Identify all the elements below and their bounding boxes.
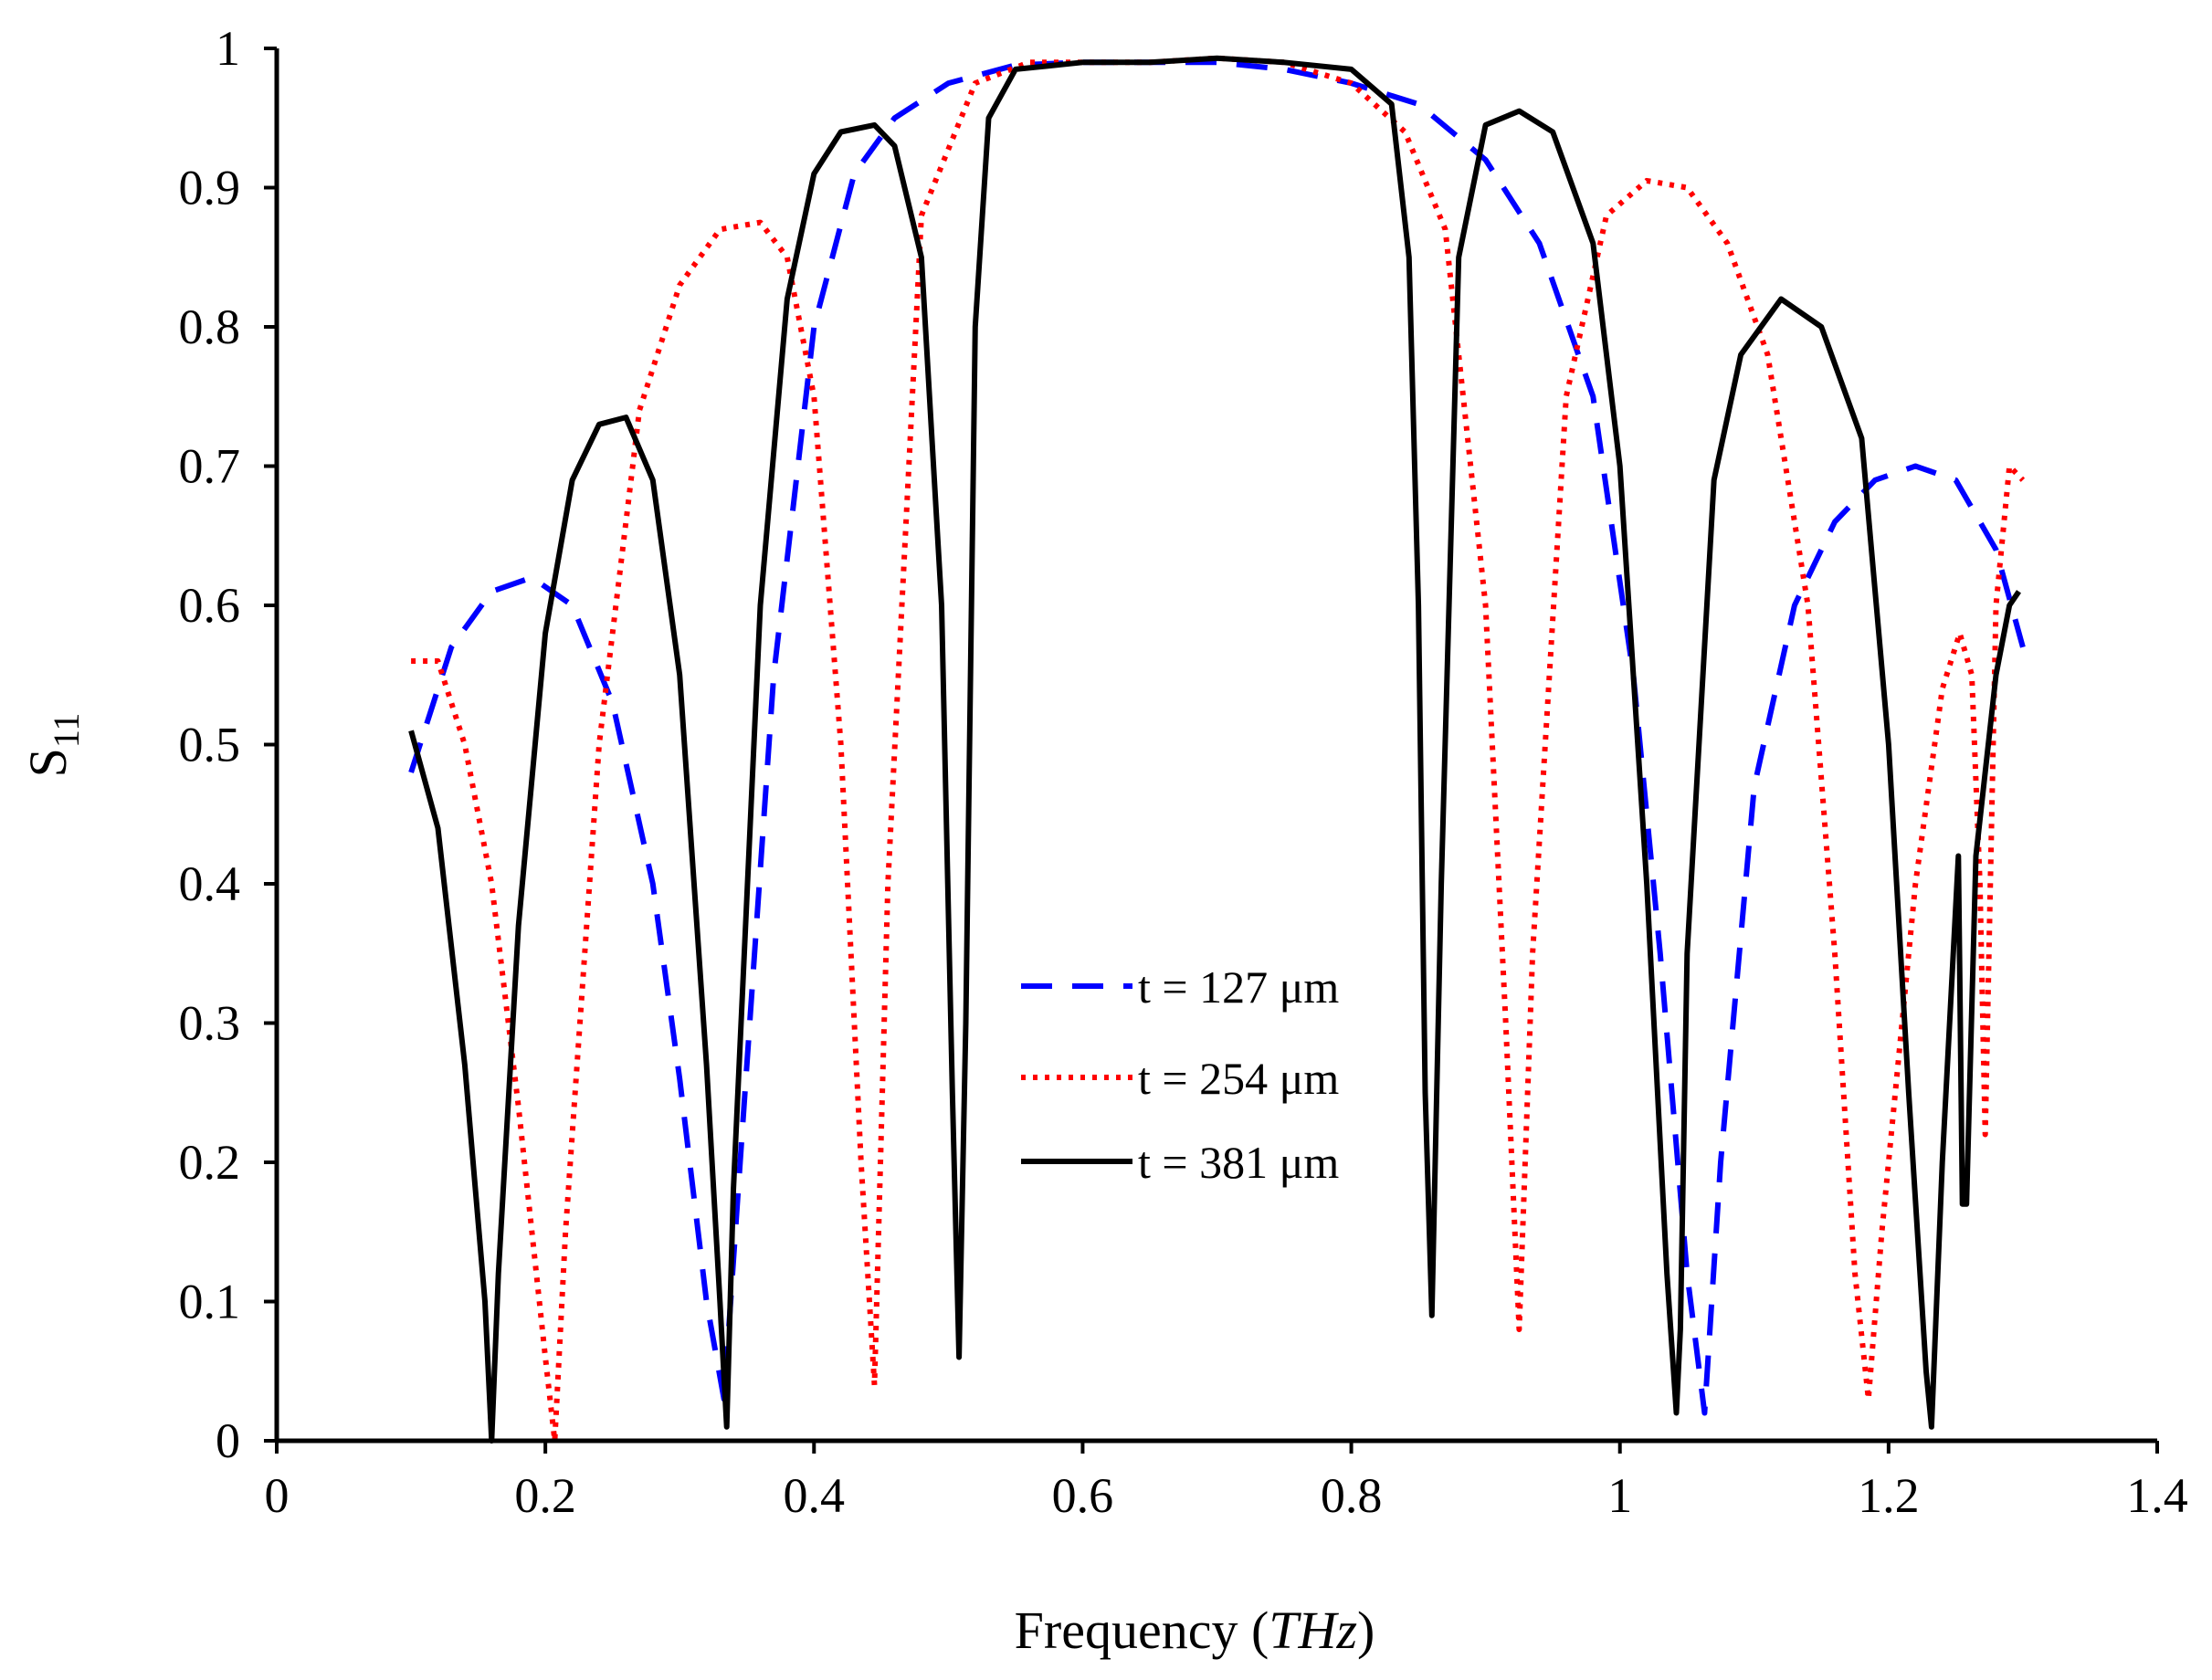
x-axis-unit-open: ( bbox=[1238, 1601, 1269, 1660]
x-axis-label: Frequency bbox=[1015, 1601, 1238, 1660]
x-axis-title: Frequency (THz) bbox=[1015, 1601, 1375, 1660]
x-tick-label: 1 bbox=[1607, 1468, 1632, 1523]
legend: t = 127 μm t = 254 μm t = 381 μm bbox=[1021, 961, 1339, 1188]
x-tick-label: 0.6 bbox=[1052, 1468, 1114, 1523]
x-axis-unit: THz bbox=[1269, 1601, 1357, 1660]
y-tick-label: 0.5 bbox=[179, 718, 241, 772]
legend-label-0: t = 127 μm bbox=[1138, 961, 1339, 1013]
y-axis-title: S11 bbox=[18, 713, 87, 778]
y-tick-label: 1 bbox=[216, 21, 240, 76]
y-axis-label-main: S bbox=[18, 748, 78, 777]
x-tick-label: 0.2 bbox=[514, 1468, 576, 1523]
series-line-2 bbox=[408, 55, 2021, 1444]
series-line-0 bbox=[408, 59, 2026, 1416]
y-tick-label: 0.9 bbox=[179, 161, 241, 215]
y-ticks: 0 0.1 0.2 0.3 0.4 0.5 0.6 0.7 0.8 0.9 1 bbox=[179, 21, 277, 1468]
x-tick-label: 0.8 bbox=[1321, 1468, 1383, 1523]
y-tick-label: 0.2 bbox=[179, 1135, 241, 1190]
x-ticks: 0 0.2 0.4 0.6 0.8 1 1.2 1.4 bbox=[265, 1441, 2188, 1523]
x-tick-label: 0.4 bbox=[784, 1468, 846, 1523]
series-line-1 bbox=[411, 55, 2026, 1444]
x-tick-label: 1.2 bbox=[1858, 1468, 1920, 1523]
x-axis-unit-close: ) bbox=[1357, 1601, 1375, 1660]
plot-lines bbox=[408, 55, 2026, 1444]
legend-label-2: t = 381 μm bbox=[1138, 1137, 1339, 1188]
y-tick-label: 0.6 bbox=[179, 578, 241, 633]
legend-label-1: t = 254 μm bbox=[1138, 1053, 1339, 1104]
y-tick-label: 0 bbox=[216, 1413, 240, 1468]
y-tick-label: 0.7 bbox=[179, 439, 241, 494]
x-tick-label: 0 bbox=[265, 1468, 290, 1523]
y-tick-label: 0.1 bbox=[179, 1275, 241, 1329]
y-axis-label-sub: 11 bbox=[46, 713, 87, 749]
y-tick-label: 0.4 bbox=[179, 856, 241, 911]
x-tick-label: 1.4 bbox=[2126, 1468, 2188, 1523]
y-tick-label: 0.8 bbox=[179, 299, 241, 354]
y-tick-label: 0.3 bbox=[179, 996, 241, 1051]
